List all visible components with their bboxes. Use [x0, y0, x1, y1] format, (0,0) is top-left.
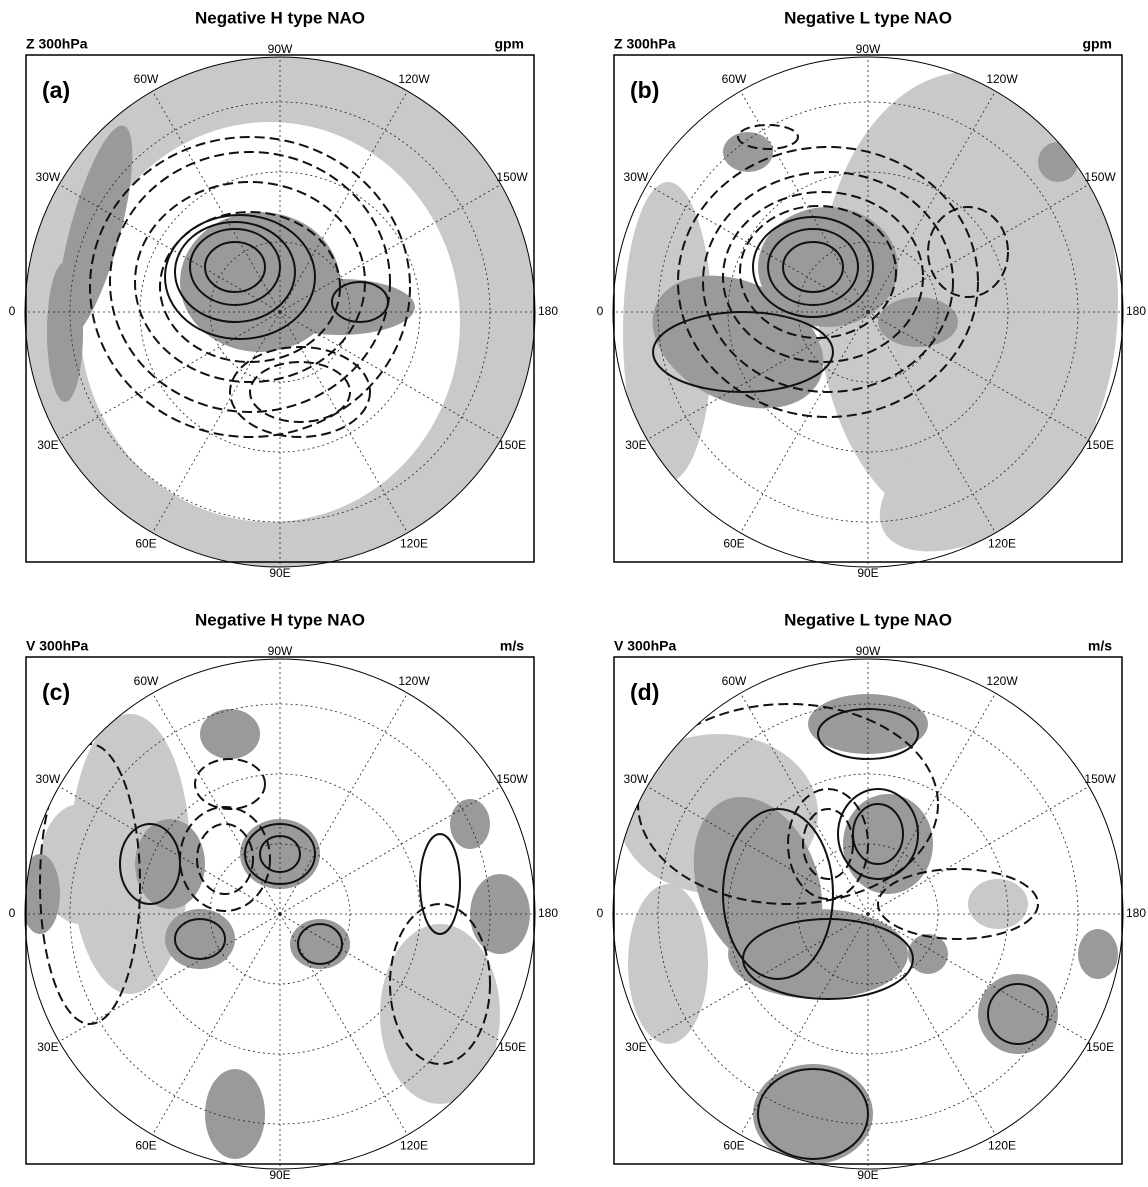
longitude-label: 60W	[722, 72, 747, 86]
longitude-label: 60W	[134, 674, 159, 688]
longitude-label: 90W	[856, 644, 881, 658]
map	[613, 57, 1123, 584]
shading	[723, 132, 773, 172]
longitude-label: 60E	[135, 1138, 156, 1152]
shading	[1038, 142, 1078, 182]
shading	[878, 297, 958, 347]
longitude-label: 120W	[398, 72, 430, 86]
longitude-label: 120E	[400, 1138, 428, 1152]
panel: Negative L type NAO V 300hPa m/s 90W 120W 150…	[597, 610, 1147, 1182]
panel-title: Negative L type NAO	[784, 8, 952, 27]
longitude-label: 150W	[496, 772, 528, 786]
longitude-label: 90W	[268, 644, 293, 658]
longitude-label: 150W	[496, 170, 528, 184]
contour	[420, 834, 460, 934]
longitude-label: 150W	[1084, 772, 1116, 786]
longitude-label: 90E	[269, 1168, 290, 1182]
longitude-label: 180	[538, 304, 558, 318]
longitude-label: 30W	[624, 772, 649, 786]
longitude-label: 30E	[625, 1040, 646, 1054]
unit-label: gpm	[1082, 36, 1112, 52]
longitude-label: 120E	[400, 536, 428, 550]
longitude-label: 30E	[37, 1040, 58, 1054]
longitude-label: 120W	[398, 674, 430, 688]
longitude-label: 120E	[988, 536, 1016, 550]
panel-letter: (c)	[42, 679, 70, 705]
panel-title: Negative H type NAO	[195, 610, 365, 629]
variable-label: V 300hPa	[614, 638, 676, 654]
shading	[135, 819, 205, 909]
panel: Negative L type NAO Z 300hPa gpm 90W 120W 150…	[597, 8, 1147, 583]
longitude-label: 30W	[624, 170, 649, 184]
longitude-label: 150W	[1084, 170, 1116, 184]
longitude-label: 0	[9, 906, 16, 920]
longitude-label: 0	[597, 304, 604, 318]
shading	[1078, 929, 1118, 979]
unit-label: m/s	[1088, 638, 1112, 654]
figure: Negative H type NAO Z 300hPa gpm 90W 120W 150…	[0, 0, 1148, 1182]
panel-letter: (b)	[630, 77, 659, 103]
shading	[978, 974, 1058, 1054]
variable-label: Z 300hPa	[26, 36, 88, 52]
panel: Negative H type NAO Z 300hPa gpm 90W 120W 150…	[9, 8, 559, 580]
shading	[47, 262, 83, 402]
panel-title: Negative L type NAO	[784, 610, 952, 629]
longitude-label: 120W	[986, 674, 1018, 688]
unit-label: gpm	[494, 36, 524, 52]
longitude-label: 150E	[1086, 1040, 1114, 1054]
longitude-label: 0	[9, 304, 16, 318]
longitude-label: 30W	[36, 772, 61, 786]
longitude-label: 30E	[37, 438, 58, 452]
longitude-label: 60W	[722, 674, 747, 688]
map	[613, 659, 1123, 1169]
longitude-label: 30W	[36, 170, 61, 184]
shading	[380, 924, 500, 1104]
longitude-label: 60E	[723, 1138, 744, 1152]
longitude-label: 180	[1126, 304, 1146, 318]
panel-letter: (d)	[630, 679, 659, 705]
shading	[628, 884, 708, 1044]
longitude-label: 120W	[986, 72, 1018, 86]
longitude-label: 150E	[1086, 438, 1114, 452]
longitude-label: 60W	[134, 72, 159, 86]
longitude-label: 180	[538, 906, 558, 920]
longitude-label: 90E	[857, 1168, 878, 1182]
longitude-label: 90W	[268, 42, 293, 56]
longitude-label: 30E	[625, 438, 646, 452]
shading	[205, 1069, 265, 1159]
longitude-label: 0	[597, 906, 604, 920]
longitude-label: 60E	[135, 536, 156, 550]
longitude-label: 90E	[269, 566, 290, 580]
panel-title: Negative H type NAO	[195, 8, 365, 27]
longitude-label: 90W	[856, 42, 881, 56]
longitude-label: 90E	[857, 566, 878, 580]
meridian	[868, 914, 1089, 1042]
panel-letter: (a)	[42, 77, 70, 103]
longitude-label: 150E	[498, 1040, 526, 1054]
variable-label: V 300hPa	[26, 638, 88, 654]
longitude-label: 120E	[988, 1138, 1016, 1152]
longitude-label: 60E	[723, 536, 744, 550]
shading	[753, 1064, 873, 1164]
contour	[195, 759, 265, 809]
panel: Negative H type NAO V 300hPa m/s 90W 120W 150…	[9, 610, 559, 1182]
map	[25, 57, 535, 567]
unit-label: m/s	[500, 638, 524, 654]
longitude-label: 180	[1126, 906, 1146, 920]
longitude-label: 150E	[498, 438, 526, 452]
shading	[968, 879, 1028, 929]
variable-label: Z 300hPa	[614, 36, 676, 52]
shading	[908, 934, 948, 974]
